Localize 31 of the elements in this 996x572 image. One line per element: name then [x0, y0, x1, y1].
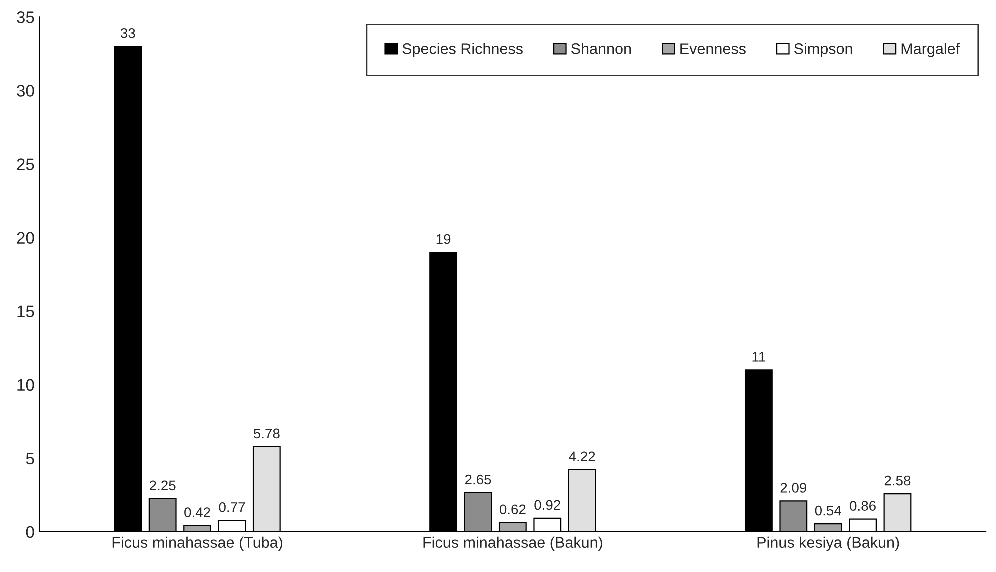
data-label: 0.86	[850, 501, 876, 512]
data-label: 0.77	[219, 502, 246, 512]
data-label: 11	[752, 352, 766, 362]
data-label: 0.54	[815, 506, 842, 516]
y-tick-label: 0	[26, 526, 34, 538]
data-label: 2.58	[884, 476, 911, 486]
y-tick-label: 10	[18, 379, 34, 392]
legend-label: Species Richness	[402, 43, 523, 58]
data-label: 0.92	[534, 500, 560, 510]
data-label: 0.42	[184, 508, 210, 518]
y-tick-label: 5	[26, 452, 34, 465]
legend-label: Simpson	[794, 43, 852, 58]
y-tick-label: 15	[18, 306, 34, 318]
y-tick-label: 25	[17, 158, 34, 170]
data-label: 2.09	[780, 483, 807, 493]
x-tick-label: Ficus minahassae (Tuba)	[112, 536, 282, 552]
legend-label: Shannon	[572, 43, 632, 54]
data-label: 2.65	[465, 474, 492, 485]
legend-label: Evenness	[680, 44, 746, 54]
data-label: 33	[120, 28, 136, 38]
data-label: 19	[436, 234, 451, 244]
data-label: 5.78	[254, 428, 280, 439]
data-label: 4.22	[569, 452, 596, 462]
x-tick-label: Ficus minahassae (Bakun)	[424, 536, 602, 552]
y-tick-label: 35	[17, 12, 34, 24]
data-label: 0.62	[500, 504, 526, 515]
x-tick-label: Pinus kesiya (Bakun)	[758, 536, 900, 552]
data-label: 2.25	[150, 480, 176, 491]
legend-label: Margalef	[902, 43, 960, 58]
y-tick-label: 20	[17, 232, 34, 244]
y-tick-label: 30	[17, 85, 34, 97]
